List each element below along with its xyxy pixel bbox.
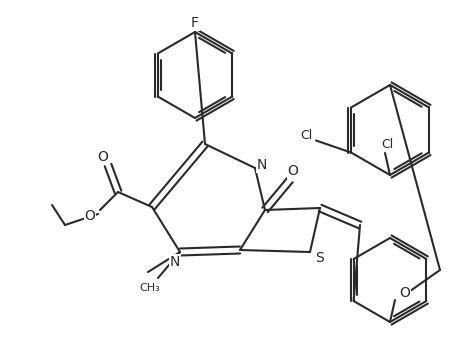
Text: O: O <box>84 209 95 223</box>
Text: F: F <box>191 16 198 30</box>
Text: N: N <box>169 255 180 269</box>
Text: Cl: Cl <box>380 137 392 151</box>
Text: O: O <box>97 150 108 164</box>
Text: S: S <box>315 251 324 265</box>
Text: O: O <box>399 286 410 300</box>
Text: Cl: Cl <box>299 129 312 142</box>
Text: N: N <box>256 158 267 172</box>
Text: CH₃: CH₃ <box>139 283 160 293</box>
Text: O: O <box>287 164 298 178</box>
